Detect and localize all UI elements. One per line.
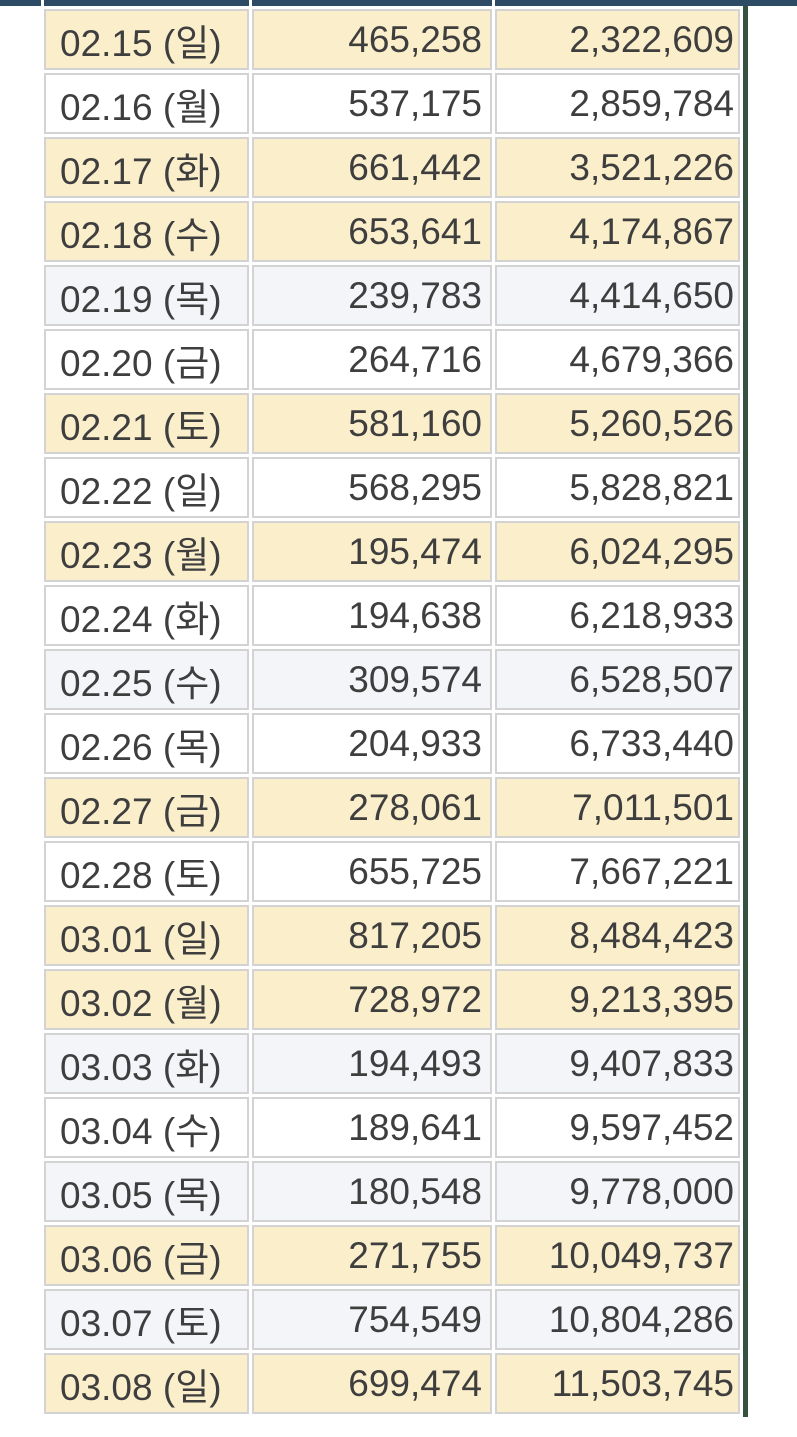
date-cell: 03.04 (수) <box>44 1097 249 1158</box>
cumulative-count-cell: 9,778,000 <box>495 1161 740 1222</box>
table-row: 02.21 (토) 581,160 5,260,526 <box>44 393 740 454</box>
daily-count-cell: 194,493 <box>252 1033 492 1094</box>
cumulative-count-cell: 2,322,609 <box>495 9 740 70</box>
date-cell: 03.07 (토) <box>44 1289 249 1350</box>
cumulative-count-cell: 6,024,295 <box>495 521 740 582</box>
daily-count-cell: 817,205 <box>252 905 492 966</box>
table-row: 02.16 (월) 537,175 2,859,784 <box>44 73 740 134</box>
table-row: 03.06 (금) 271,755 10,049,737 <box>44 1225 740 1286</box>
daily-count-cell: 754,549 <box>252 1289 492 1350</box>
date-cell: 02.21 (토) <box>44 393 249 454</box>
table-row: 02.24 (화) 194,638 6,218,933 <box>44 585 740 646</box>
daily-count-cell: 271,755 <box>252 1225 492 1286</box>
table-row: 03.07 (토) 754,549 10,804,286 <box>44 1289 740 1350</box>
daily-count-cell: 194,638 <box>252 585 492 646</box>
table-row: 02.28 (토) 655,725 7,667,221 <box>44 841 740 902</box>
daily-count-cell: 537,175 <box>252 73 492 134</box>
cumulative-count-cell: 6,733,440 <box>495 713 740 774</box>
daily-count-cell: 699,474 <box>252 1353 492 1414</box>
daily-count-cell: 204,933 <box>252 713 492 774</box>
date-cell: 02.28 (토) <box>44 841 249 902</box>
table-row: 02.23 (월) 195,474 6,024,295 <box>44 521 740 582</box>
table-row: 03.03 (화) 194,493 9,407,833 <box>44 1033 740 1094</box>
table-row: 02.18 (수) 653,641 4,174,867 <box>44 201 740 262</box>
table-row: 03.08 (일) 699,474 11,503,745 <box>44 1353 740 1414</box>
cumulative-count-cell: 3,521,226 <box>495 137 740 198</box>
cumulative-count-cell: 4,414,650 <box>495 265 740 326</box>
cumulative-count-cell: 5,828,821 <box>495 457 740 518</box>
header-cell-gap <box>492 0 495 6</box>
daily-count-cell: 661,442 <box>252 137 492 198</box>
cumulative-count-cell: 9,213,395 <box>495 969 740 1030</box>
daily-count-cell: 309,574 <box>252 649 492 710</box>
cumulative-count-cell: 7,667,221 <box>495 841 740 902</box>
cumulative-count-cell: 5,260,526 <box>495 393 740 454</box>
date-cell: 02.22 (일) <box>44 457 249 518</box>
cumulative-count-cell: 7,011,501 <box>495 777 740 838</box>
daily-count-cell: 180,548 <box>252 1161 492 1222</box>
date-cell: 02.26 (목) <box>44 713 249 774</box>
date-cell: 03.02 (월) <box>44 969 249 1030</box>
date-cell: 03.06 (금) <box>44 1225 249 1286</box>
date-cell: 02.19 (목) <box>44 265 249 326</box>
date-cell: 03.01 (일) <box>44 905 249 966</box>
table-row: 03.04 (수) 189,641 9,597,452 <box>44 1097 740 1158</box>
daily-count-cell: 264,716 <box>252 329 492 390</box>
cumulative-count-cell: 6,218,933 <box>495 585 740 646</box>
date-cell: 02.18 (수) <box>44 201 249 262</box>
daily-count-cell: 728,972 <box>252 969 492 1030</box>
date-cell: 03.08 (일) <box>44 1353 249 1414</box>
daily-boxoffice-table: 02.15 (일) 465,258 2,322,609 02.16 (월) 53… <box>41 6 748 1417</box>
date-cell: 02.17 (화) <box>44 137 249 198</box>
date-cell: 02.24 (화) <box>44 585 249 646</box>
date-cell: 02.23 (월) <box>44 521 249 582</box>
cumulative-count-cell: 4,174,867 <box>495 201 740 262</box>
cumulative-count-cell: 2,859,784 <box>495 73 740 134</box>
header-cell-gap <box>249 0 252 6</box>
cumulative-count-cell: 10,804,286 <box>495 1289 740 1350</box>
daily-boxoffice-table-wrap: 02.15 (일) 465,258 2,322,609 02.16 (월) 53… <box>41 6 748 1417</box>
cumulative-count-cell: 6,528,507 <box>495 649 740 710</box>
cumulative-count-cell: 10,049,737 <box>495 1225 740 1286</box>
table-row: 03.01 (일) 817,205 8,484,423 <box>44 905 740 966</box>
date-cell: 03.05 (목) <box>44 1161 249 1222</box>
clipped-header-row <box>0 0 797 6</box>
daily-count-cell: 465,258 <box>252 9 492 70</box>
date-cell: 02.20 (금) <box>44 329 249 390</box>
table-row: 02.20 (금) 264,716 4,679,366 <box>44 329 740 390</box>
daily-count-cell: 568,295 <box>252 457 492 518</box>
table-row: 03.05 (목) 180,548 9,778,000 <box>44 1161 740 1222</box>
date-cell: 02.27 (금) <box>44 777 249 838</box>
table-row: 02.22 (일) 568,295 5,828,821 <box>44 457 740 518</box>
table-row: 02.15 (일) 465,258 2,322,609 <box>44 9 740 70</box>
date-cell: 03.03 (화) <box>44 1033 249 1094</box>
date-cell: 02.16 (월) <box>44 73 249 134</box>
table-row: 02.27 (금) 278,061 7,011,501 <box>44 777 740 838</box>
cumulative-count-cell: 9,597,452 <box>495 1097 740 1158</box>
table-row: 03.02 (월) 728,972 9,213,395 <box>44 969 740 1030</box>
daily-count-cell: 655,725 <box>252 841 492 902</box>
date-cell: 02.15 (일) <box>44 9 249 70</box>
date-cell: 02.25 (수) <box>44 649 249 710</box>
table-row: 02.26 (목) 204,933 6,733,440 <box>44 713 740 774</box>
table-body: 02.15 (일) 465,258 2,322,609 02.16 (월) 53… <box>44 9 740 1414</box>
cumulative-count-cell: 11,503,745 <box>495 1353 740 1414</box>
daily-count-cell: 189,641 <box>252 1097 492 1158</box>
table-row: 02.19 (목) 239,783 4,414,650 <box>44 265 740 326</box>
daily-count-cell: 653,641 <box>252 201 492 262</box>
table-row: 02.25 (수) 309,574 6,528,507 <box>44 649 740 710</box>
header-cell-gap <box>41 0 44 6</box>
daily-count-cell: 195,474 <box>252 521 492 582</box>
daily-count-cell: 278,061 <box>252 777 492 838</box>
cumulative-count-cell: 8,484,423 <box>495 905 740 966</box>
table-row: 02.17 (화) 661,442 3,521,226 <box>44 137 740 198</box>
cumulative-count-cell: 4,679,366 <box>495 329 740 390</box>
daily-count-cell: 581,160 <box>252 393 492 454</box>
cumulative-count-cell: 9,407,833 <box>495 1033 740 1094</box>
daily-count-cell: 239,783 <box>252 265 492 326</box>
